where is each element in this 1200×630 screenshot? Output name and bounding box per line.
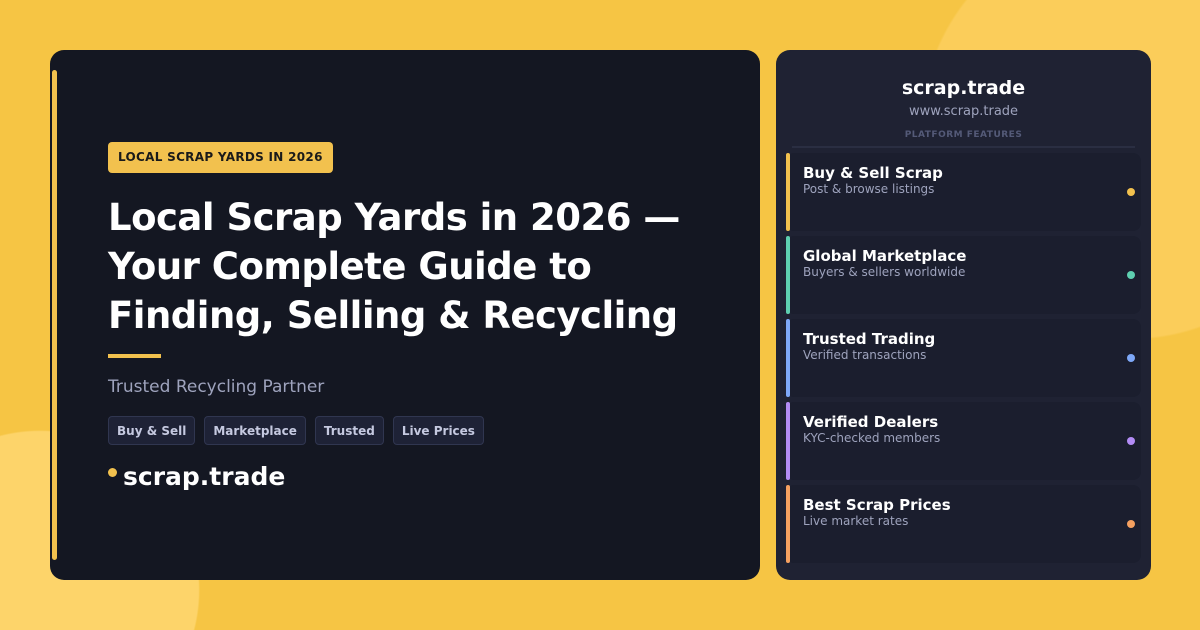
features-panel: scrap.trade www.scrap.trade PLATFORM FEA… [776,50,1151,580]
accent-bar [786,402,790,480]
tag: Trusted [314,416,384,445]
feature-item: Trusted Trading Verified transactions [786,319,1141,397]
feature-name: Trusted Trading [803,330,936,348]
feature-item: Buy & Sell Scrap Post & browse listings [786,153,1141,231]
dot-icon [1127,520,1135,528]
feature-desc: Verified transactions [803,348,927,362]
category-badge: LOCAL SCRAP YARDS IN 2026 [108,142,333,173]
tag: Marketplace [204,416,306,445]
dot-icon [1127,354,1135,362]
feature-name: Buy & Sell Scrap [803,164,943,182]
dot-icon [1127,188,1135,196]
tag: Live Prices [392,416,484,445]
feature-item: Global Marketplace Buyers & sellers worl… [786,236,1141,314]
accent-bar [786,236,790,314]
feature-name: Verified Dealers [803,413,939,431]
tag-list: Buy & Sell Marketplace Trusted Live Pric… [108,416,484,445]
subtitle: Trusted Recycling Partner [108,377,325,397]
accent-bar [786,319,790,397]
dot-icon [1127,271,1135,279]
accent-bar [786,485,790,563]
tag: Buy & Sell [108,416,196,445]
divider [792,146,1135,148]
feature-item: Best Scrap Prices Live market rates [786,485,1141,563]
page-title: Local Scrap Yards in 2026 — Your Complet… [108,196,680,337]
feature-item: Verified Dealers KYC-checked members [786,402,1141,480]
panel-url: www.scrap.trade [908,104,1019,119]
accent-bar [52,70,57,560]
divider [108,354,161,358]
accent-bar [786,153,790,231]
dot-icon [108,468,117,477]
feature-desc: Post & browse listings [803,182,935,196]
hero-card: LOCAL SCRAP YARDS IN 2026 Local Scrap Ya… [50,50,760,580]
section-heading: PLATFORM FEATURES [904,130,1023,140]
brand-name: scrap.trade [123,462,286,491]
feature-desc: Buyers & sellers worldwide [803,265,966,279]
dot-icon [1127,437,1135,445]
panel-title: scrap.trade [901,77,1026,99]
feature-name: Global Marketplace [803,247,967,265]
feature-name: Best Scrap Prices [803,496,951,514]
feature-desc: Live market rates [803,514,909,528]
feature-desc: KYC-checked members [803,431,941,445]
brand: scrap.trade [108,462,285,491]
